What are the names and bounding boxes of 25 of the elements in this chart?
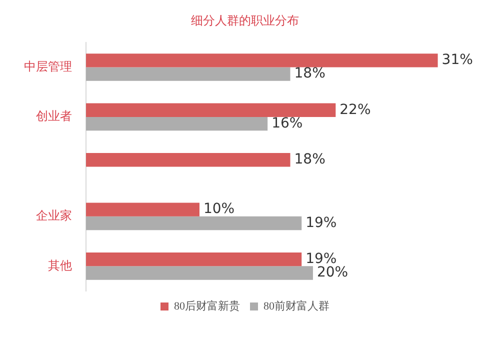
data-label: 10%: [203, 201, 235, 218]
y-tick-label: 中层管理: [24, 59, 72, 74]
bar: [86, 153, 290, 167]
data-label: 18%: [294, 152, 326, 168]
legend-label: 80前财富人群: [264, 299, 330, 312]
bar: [86, 216, 302, 230]
data-label: 20%: [316, 264, 348, 281]
y-tick-label: 创业者: [36, 109, 72, 124]
data-label: 19%: [306, 214, 337, 231]
bar: [86, 252, 302, 266]
bar: [86, 116, 268, 131]
bar: [86, 54, 438, 68]
data-label: 31%: [442, 52, 473, 68]
y-tick-label: 企业家: [36, 208, 72, 223]
legend-label: 80后财富新贵: [174, 299, 240, 312]
bar: [86, 202, 200, 216]
data-label: 18%: [294, 66, 326, 82]
y-tick-label: 其他: [48, 258, 72, 272]
data-label: 16%: [272, 115, 303, 132]
data-label: 19%: [306, 250, 337, 267]
bar: [86, 103, 336, 117]
bar: [86, 67, 290, 81]
chart-title: 细分人群的职业分布: [191, 13, 299, 28]
bar: [86, 266, 313, 280]
data-label: 22%: [340, 102, 371, 118]
